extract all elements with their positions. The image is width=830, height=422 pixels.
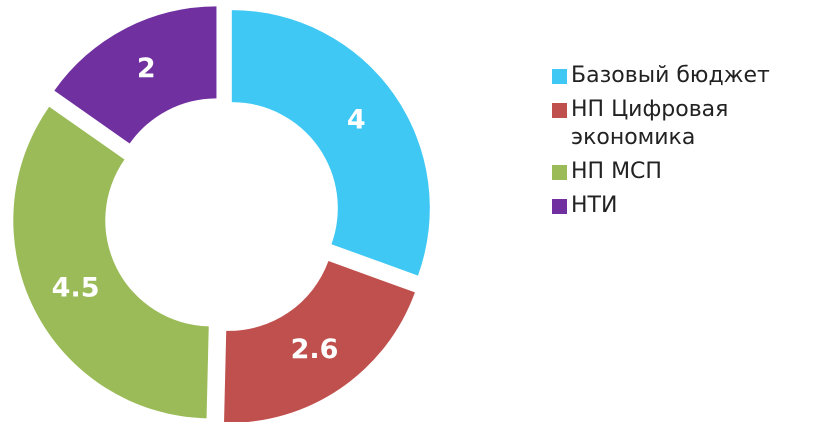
donut-segment — [224, 261, 415, 422]
legend-item: НТИ — [552, 192, 822, 220]
legend-swatch — [552, 69, 567, 84]
legend-label: НП Цифровая экономика — [571, 97, 729, 150]
legend-swatch — [552, 165, 567, 180]
legend-item: НП Цифровая экономика — [552, 96, 822, 152]
data-label: 4.5 — [52, 272, 100, 303]
legend-swatch — [552, 199, 567, 214]
legend-item: НП МСП — [552, 158, 822, 186]
legend-swatch — [552, 103, 567, 118]
legend-label: Базовый бюджет — [571, 63, 770, 88]
donut-segment — [231, 10, 430, 276]
legend-label: НТИ — [571, 193, 618, 218]
donut-segment — [54, 6, 217, 144]
legend-item: Базовый бюджет — [552, 62, 822, 90]
data-label: 4 — [347, 104, 366, 135]
legend: Базовый бюджет НП Цифровая экономика НП МС… — [552, 62, 822, 226]
donut-segment — [13, 106, 209, 419]
data-label: 2.6 — [291, 334, 339, 365]
data-label: 2 — [137, 53, 156, 84]
chart: 4 2.6 4.5 2 — [13, 6, 430, 422]
legend-label: НП МСП — [571, 159, 662, 184]
